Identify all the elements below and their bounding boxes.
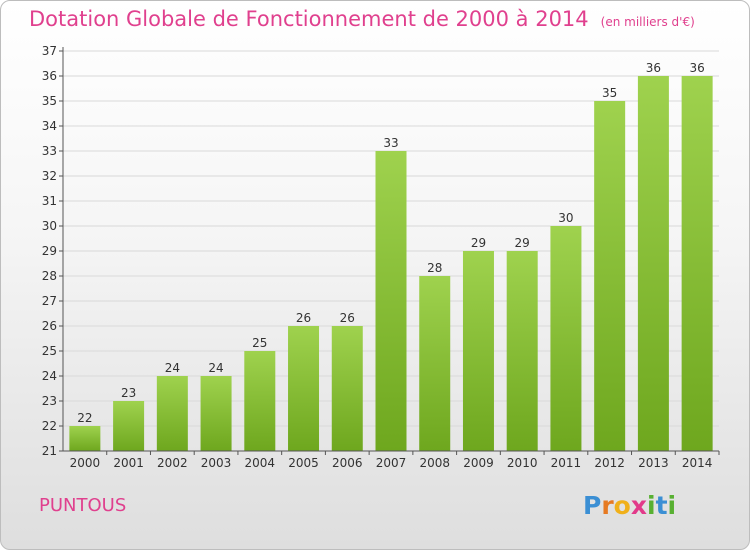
chart-subtitle: (en milliers d'€) xyxy=(600,15,695,29)
y-tick-label: 36 xyxy=(42,69,57,83)
data-label-2010: 29 xyxy=(515,236,530,250)
logo-letter: t xyxy=(655,491,668,520)
data-label-2014: 36 xyxy=(689,61,704,75)
y-tick-label: 26 xyxy=(42,319,57,333)
axes: 21 22 23 24 25 26 27 28 29 30 31 32 33 34 35 36 37 2000 20… xyxy=(42,44,720,470)
y-tick-label: 34 xyxy=(42,119,57,133)
y-tick-label: 32 xyxy=(42,169,57,183)
data-label-2006: 26 xyxy=(340,311,355,325)
data-label-2012: 35 xyxy=(602,86,617,100)
y-tick-label: 37 xyxy=(42,44,57,58)
bar-2014 xyxy=(681,76,713,451)
data-label-2005: 26 xyxy=(296,311,311,325)
data-label-2008: 28 xyxy=(427,261,442,275)
y-tick-label: 31 xyxy=(42,194,57,208)
bar-2003 xyxy=(200,376,232,451)
x-tick-label: 2013 xyxy=(638,456,669,470)
chart-title: Dotation Globale de Fonctionnement de 20… xyxy=(29,7,695,31)
bar-2006 xyxy=(331,326,363,451)
x-tick-label: 2014 xyxy=(682,456,713,470)
bar-2011 xyxy=(550,226,582,451)
x-tick-label: 2005 xyxy=(288,456,319,470)
bar-2004 xyxy=(244,351,276,451)
x-tick-label: 2010 xyxy=(507,456,538,470)
y-tick-label: 22 xyxy=(42,419,57,433)
data-labels: 22 23 24 24 25 26 26 33 28 29 29 30 35 36 36 xyxy=(77,61,705,425)
bar-2008 xyxy=(419,276,451,451)
x-tick-label: 2008 xyxy=(419,456,450,470)
logo-letter: x xyxy=(630,491,647,520)
chart-title-text: Dotation Globale de Fonctionnement de 20… xyxy=(29,7,589,31)
proxiti-logo: Proxiti xyxy=(583,491,676,520)
bar-2000 xyxy=(69,426,101,451)
bar-2007 xyxy=(375,151,407,451)
data-label-2002: 24 xyxy=(165,361,180,375)
bar-2012 xyxy=(594,101,626,451)
x-tick-label: 2001 xyxy=(113,456,144,470)
y-tick-label: 29 xyxy=(42,244,57,258)
x-tick-label: 2000 xyxy=(70,456,101,470)
bar-2010 xyxy=(506,251,538,451)
y-tick-label: 35 xyxy=(42,94,57,108)
data-label-2009: 29 xyxy=(471,236,486,250)
data-label-2000: 22 xyxy=(77,411,92,425)
y-tick-label: 33 xyxy=(42,144,57,158)
data-label-2001: 23 xyxy=(121,386,136,400)
data-label-2003: 24 xyxy=(208,361,223,375)
data-label-2011: 30 xyxy=(558,211,573,225)
x-tick-label: 2004 xyxy=(245,456,276,470)
logo-letter: i xyxy=(667,491,677,520)
logo-letter: P xyxy=(583,491,602,520)
bar-2001 xyxy=(113,401,145,451)
bar-2009 xyxy=(462,251,494,451)
y-tick-label: 21 xyxy=(42,444,57,458)
y-tick-label: 24 xyxy=(42,369,57,383)
x-tick-label: 2003 xyxy=(201,456,232,470)
y-tick-label: 25 xyxy=(42,344,57,358)
bar-2002 xyxy=(156,376,188,451)
x-tick-label: 2011 xyxy=(551,456,582,470)
logo-letter: r xyxy=(601,491,614,520)
logo-letter: o xyxy=(613,491,631,520)
data-label-2013: 36 xyxy=(646,61,661,75)
y-tick-label: 27 xyxy=(42,294,57,308)
x-tick-label: 2012 xyxy=(594,456,625,470)
x-tick-label: 2009 xyxy=(463,456,494,470)
y-tick-label: 28 xyxy=(42,269,57,283)
data-label-2007: 33 xyxy=(383,136,398,150)
data-label-2004: 25 xyxy=(252,336,267,350)
commune-name: PUNTOUS xyxy=(39,495,127,516)
x-tick-label: 2002 xyxy=(157,456,188,470)
x-tick-label: 2006 xyxy=(332,456,363,470)
x-tick-label: 2007 xyxy=(376,456,407,470)
logo-letter: i xyxy=(647,491,656,520)
bars xyxy=(69,76,713,451)
bar-2013 xyxy=(637,76,669,451)
y-tick-label: 30 xyxy=(42,219,57,233)
bar-2005 xyxy=(288,326,320,451)
y-tick-label: 23 xyxy=(42,394,57,408)
